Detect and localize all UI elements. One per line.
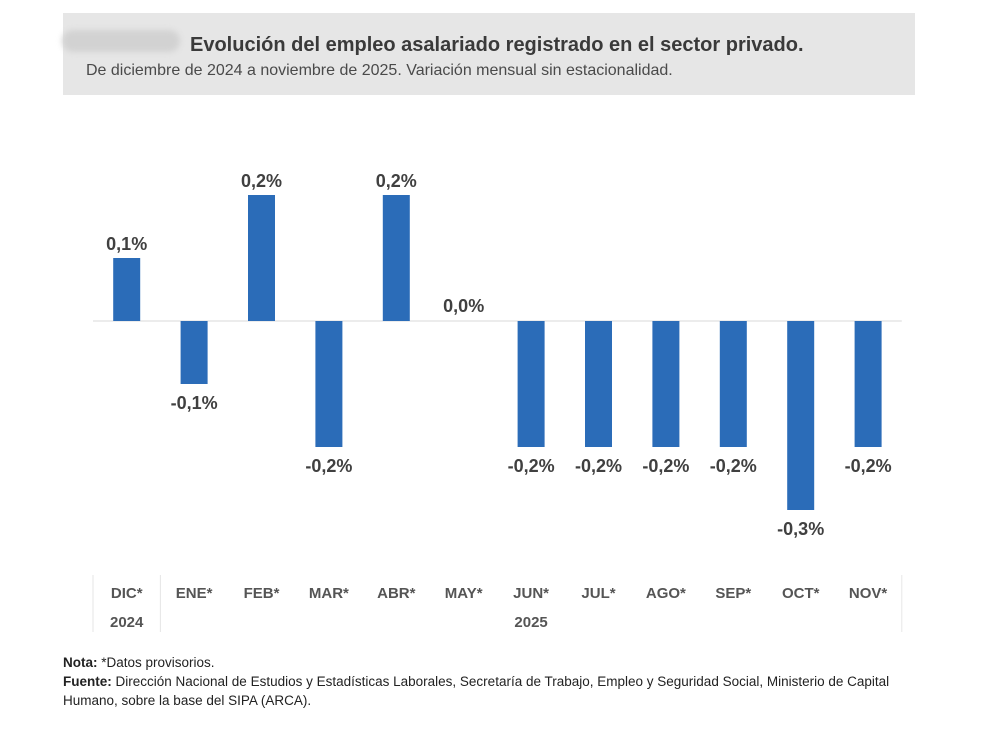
bar (719, 321, 747, 447)
tick-label: FEB* (244, 585, 280, 602)
tick-label: JUL* (581, 585, 615, 602)
data-label: -0,2% (710, 456, 757, 476)
data-label: 0,2% (376, 171, 417, 191)
data-label: -0,2% (575, 456, 622, 476)
bar (180, 321, 208, 384)
bar (585, 321, 612, 447)
tick-label: DIC* (111, 585, 143, 602)
data-label: -0,2% (305, 456, 352, 476)
bar (113, 258, 141, 321)
bar (517, 321, 545, 447)
tick-label: JUN* (513, 585, 549, 602)
tick-label: ABR* (377, 585, 415, 602)
note-text: *Datos provisorios. (97, 655, 215, 670)
chart-subtitle: De diciembre de 2024 a noviembre de 2025… (86, 62, 673, 79)
blurred-logo (62, 30, 180, 52)
data-label: -0,2% (508, 456, 555, 476)
bar (854, 321, 882, 447)
tick-label: NOV* (849, 585, 888, 602)
data-label: 0,0% (443, 296, 484, 316)
note-label: Nota: (63, 655, 98, 670)
bar (787, 321, 815, 510)
data-label: 0,2% (241, 171, 282, 191)
data-label: -0,2% (845, 456, 892, 476)
year-label: 2025 (514, 614, 547, 631)
chart-header-box (63, 13, 915, 95)
chart-title: Evolución del empleo asalariado registra… (190, 34, 804, 56)
bar (248, 195, 275, 321)
bar (382, 195, 410, 321)
data-label: -0,3% (777, 519, 824, 539)
tick-label: MAY* (445, 585, 483, 602)
tick-label: ENE* (176, 585, 213, 602)
tick-label: OCT* (782, 585, 820, 602)
bar (652, 321, 680, 447)
data-label: -0,1% (171, 393, 218, 413)
tick-label: MAR* (309, 585, 349, 602)
source-text: Dirección Nacional de Estudios y Estadís… (63, 674, 890, 708)
source-line: Fuente: Dirección Nacional de Estudios y… (63, 672, 923, 710)
note-line: Nota: *Datos provisorios. (63, 653, 923, 672)
tick-label: SEP* (715, 585, 751, 602)
bar (315, 321, 343, 447)
year-label: 2024 (110, 614, 144, 631)
data-label: -0,2% (642, 456, 689, 476)
bar-chart: 0,1% -0,1% 0,2% -0,2% 0,2% 0,0% -0,2% -0,2% -0,2… (92, 171, 903, 632)
data-label: 0,1% (106, 234, 147, 254)
tick-label: AGO* (646, 585, 686, 602)
footnotes: Nota: *Datos provisorios. Fuente: Direcc… (63, 653, 923, 710)
source-label: Fuente: (63, 674, 112, 689)
